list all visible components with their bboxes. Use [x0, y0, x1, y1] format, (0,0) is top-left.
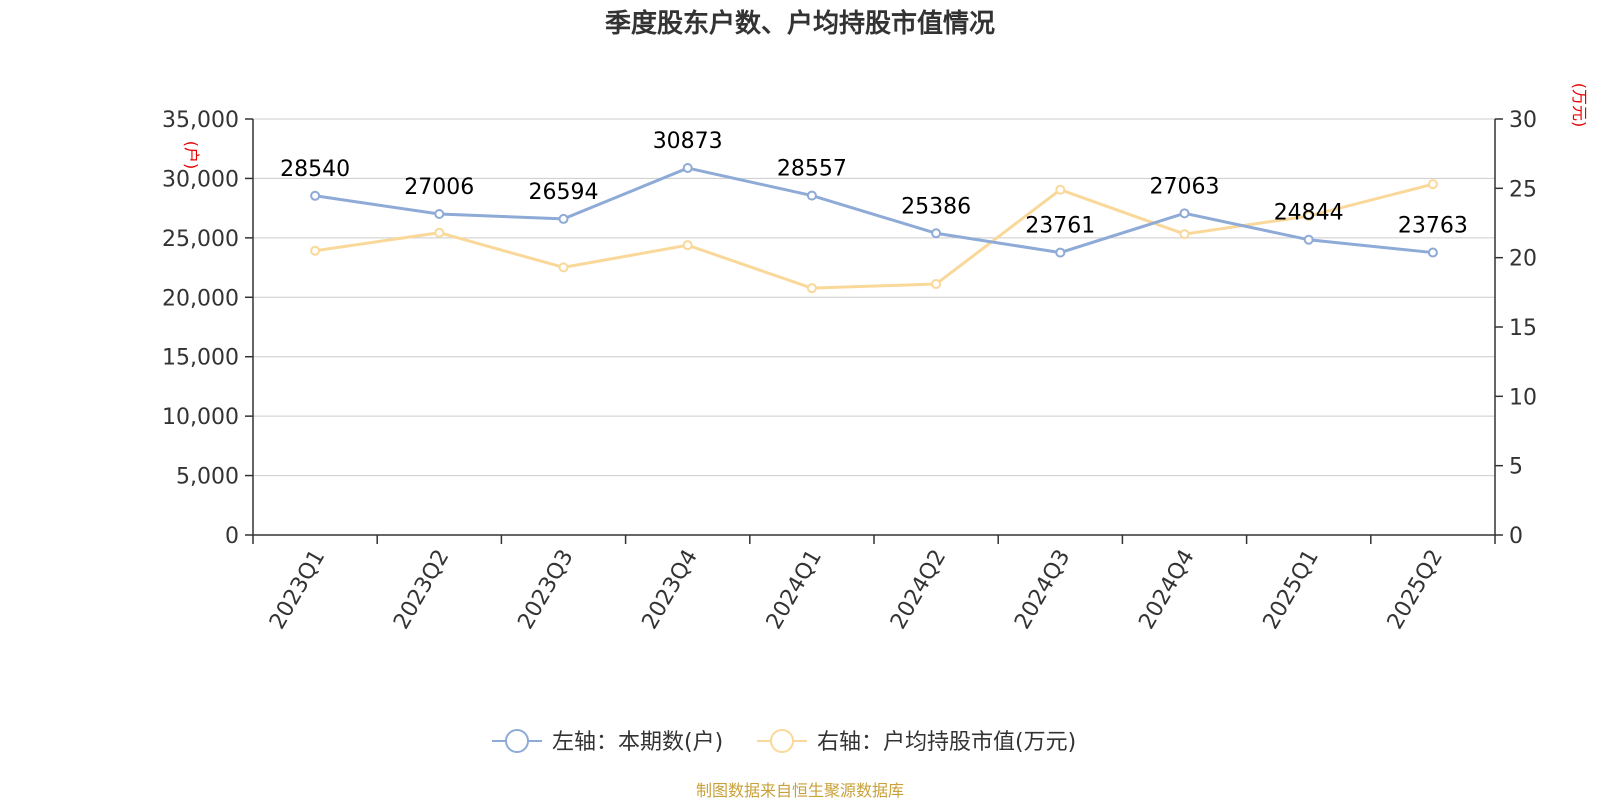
- data-label: 27063: [1150, 174, 1220, 199]
- right-axis-tick-label: 25: [1509, 177, 1537, 202]
- data-labels: 28540 27006 26594 30873 28557 25386 23761 27063…: [280, 129, 1468, 239]
- left-axis-tick-label: 0: [225, 524, 239, 549]
- x-axis-tick-label: 2025Q1: [1259, 546, 1324, 634]
- legend-label-right: 右轴：户均持股市值(万元): [817, 730, 1076, 755]
- series-point-0: [1055, 247, 1066, 258]
- data-label: 30873: [653, 129, 723, 154]
- series-point-1: [434, 227, 445, 238]
- right-axis-tick-label: 30: [1509, 108, 1537, 133]
- series-line-0: [314, 166, 1434, 255]
- data-label: 23761: [1025, 214, 1095, 239]
- left-axis-tick-label: 25,000: [162, 227, 239, 252]
- legend: 左轴：本期数(户) 右轴：户均持股市值(万元): [492, 729, 1076, 755]
- series-point-1: [558, 262, 569, 273]
- left-axis-tick-label: 15,000: [162, 346, 239, 371]
- grid-lines: [253, 118, 1495, 477]
- data-label: 25386: [901, 194, 971, 219]
- axes: 0 5,000 10,000 15,000 20,000 25,000 30,000 35,0…: [162, 108, 1537, 634]
- series-layer: [310, 163, 1438, 294]
- x-axis-tick-label: 2023Q1: [265, 546, 330, 634]
- series-line-1: [314, 182, 1434, 290]
- x-axis-tick-label: 2023Q3: [513, 546, 578, 634]
- series-point-1: [1179, 229, 1190, 240]
- x-axis-tick-label: 2024Q3: [1010, 546, 1075, 634]
- series-point-1: [1303, 211, 1314, 222]
- chart-title: 季度股东户数、户均持股市值情况: [605, 8, 995, 39]
- x-axis-tick-label: 2023Q4: [638, 546, 703, 634]
- left-axis-unit: (户): [182, 141, 201, 170]
- legend-item-left[interactable]: 左轴：本期数(户): [492, 729, 723, 755]
- left-axis-tick-label: 20,000: [162, 286, 239, 311]
- legend-swatch-circle-left: [505, 729, 529, 753]
- left-axis-tick-label: 10,000: [162, 405, 239, 430]
- right-axis-tick-label: 20: [1509, 247, 1537, 272]
- series-point-0: [310, 190, 321, 201]
- data-label: 27006: [404, 175, 474, 200]
- series-point-1: [1427, 179, 1438, 190]
- data-label: 26594: [529, 180, 599, 205]
- series-point-0: [558, 213, 569, 224]
- legend-item-right[interactable]: 右轴：户均持股市值(万元): [757, 729, 1076, 755]
- legend-label-left: 左轴：本期数(户): [552, 730, 723, 755]
- data-label: 23763: [1398, 214, 1468, 239]
- x-axis-tick-label: 2024Q2: [886, 546, 951, 634]
- series-point-1: [682, 240, 693, 251]
- series-point-1: [310, 245, 321, 256]
- series-point-1: [806, 283, 817, 294]
- series-point-0: [434, 209, 445, 220]
- data-label: 28540: [280, 157, 350, 182]
- x-axis-tick-label: 2024Q1: [762, 546, 827, 634]
- series-point-1: [931, 279, 942, 290]
- left-axis-tick-label: 5,000: [176, 465, 239, 490]
- right-axis-tick-label: 0: [1509, 524, 1523, 549]
- series-point-0: [1427, 247, 1438, 258]
- series-point-1: [1055, 184, 1066, 195]
- source-note: 制图数据来自恒生聚源数据库: [696, 781, 904, 800]
- data-label: 24844: [1274, 201, 1344, 226]
- series-point-0: [931, 228, 942, 239]
- right-axis-tick-label: 10: [1509, 385, 1537, 410]
- left-axis-tick-label: 30,000: [162, 167, 239, 192]
- x-axis-tick-label: 2025Q2: [1383, 546, 1448, 634]
- x-axis-tick-label: 2024Q4: [1134, 546, 1199, 634]
- series-point-0: [1179, 208, 1190, 219]
- left-axis-tick-label: 35,000: [162, 108, 239, 133]
- right-axis-tick-label: 5: [1509, 455, 1523, 480]
- x-axis-tick-label: 2023Q2: [389, 546, 454, 634]
- series-point-0: [1303, 234, 1314, 245]
- right-axis-unit: (万元): [1570, 83, 1589, 128]
- legend-swatch-circle-right: [770, 729, 794, 753]
- series-point-0: [806, 190, 817, 201]
- series-point-0: [682, 163, 693, 174]
- data-label: 28557: [777, 157, 847, 182]
- right-axis-tick-label: 15: [1509, 316, 1537, 341]
